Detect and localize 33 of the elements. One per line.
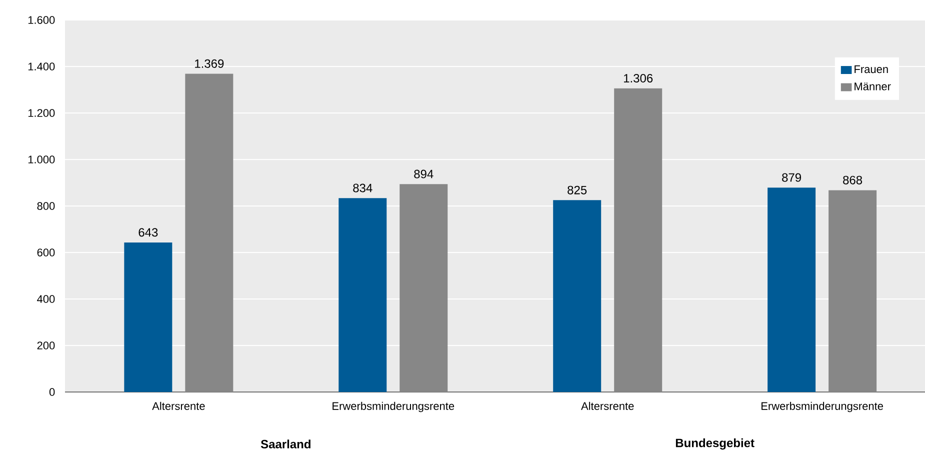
legend-label: Frauen: [854, 65, 888, 74]
y-tick-label: 200: [37, 342, 55, 350]
y-tick-label: 600: [37, 248, 55, 256]
bar: [553, 200, 602, 392]
text: Bundesgebiet: [676, 438, 754, 450]
y-tick-label: 400: [37, 295, 55, 303]
x-tick-label: Erwerbsminderungsrente: [762, 402, 884, 412]
bar: [614, 88, 662, 392]
x-tick-label: Erwerbsminderungsrente: [332, 402, 454, 412]
y-tick-label: 1.400: [28, 62, 55, 70]
data-label: 834: [353, 184, 372, 192]
bar: [828, 190, 877, 392]
text: Saarland: [260, 440, 310, 448]
bar: [768, 188, 816, 392]
bar: [185, 74, 234, 392]
bar: [400, 184, 448, 392]
y-tick-label: 1.600: [28, 16, 55, 24]
data-label: 868: [843, 176, 862, 184]
y-tick-label: 1.000: [28, 156, 55, 164]
data-label: 643: [138, 228, 158, 237]
data-label: 825: [568, 186, 587, 194]
bar: [124, 242, 172, 392]
legend-label: Männer: [854, 82, 891, 90]
data-label: 879: [782, 173, 801, 182]
x-tick-label: Altersrente: [152, 402, 205, 410]
data-label: 1.306: [624, 74, 653, 82]
y-tick-label: 1.200: [28, 109, 55, 117]
data-label: 894: [414, 170, 434, 178]
x-tick-label: Altersrente: [581, 402, 634, 410]
y-tick-label: 0: [49, 388, 55, 396]
bar: [338, 198, 387, 392]
data-label: 1.369: [195, 59, 224, 68]
y-tick-label: 800: [37, 202, 55, 210]
